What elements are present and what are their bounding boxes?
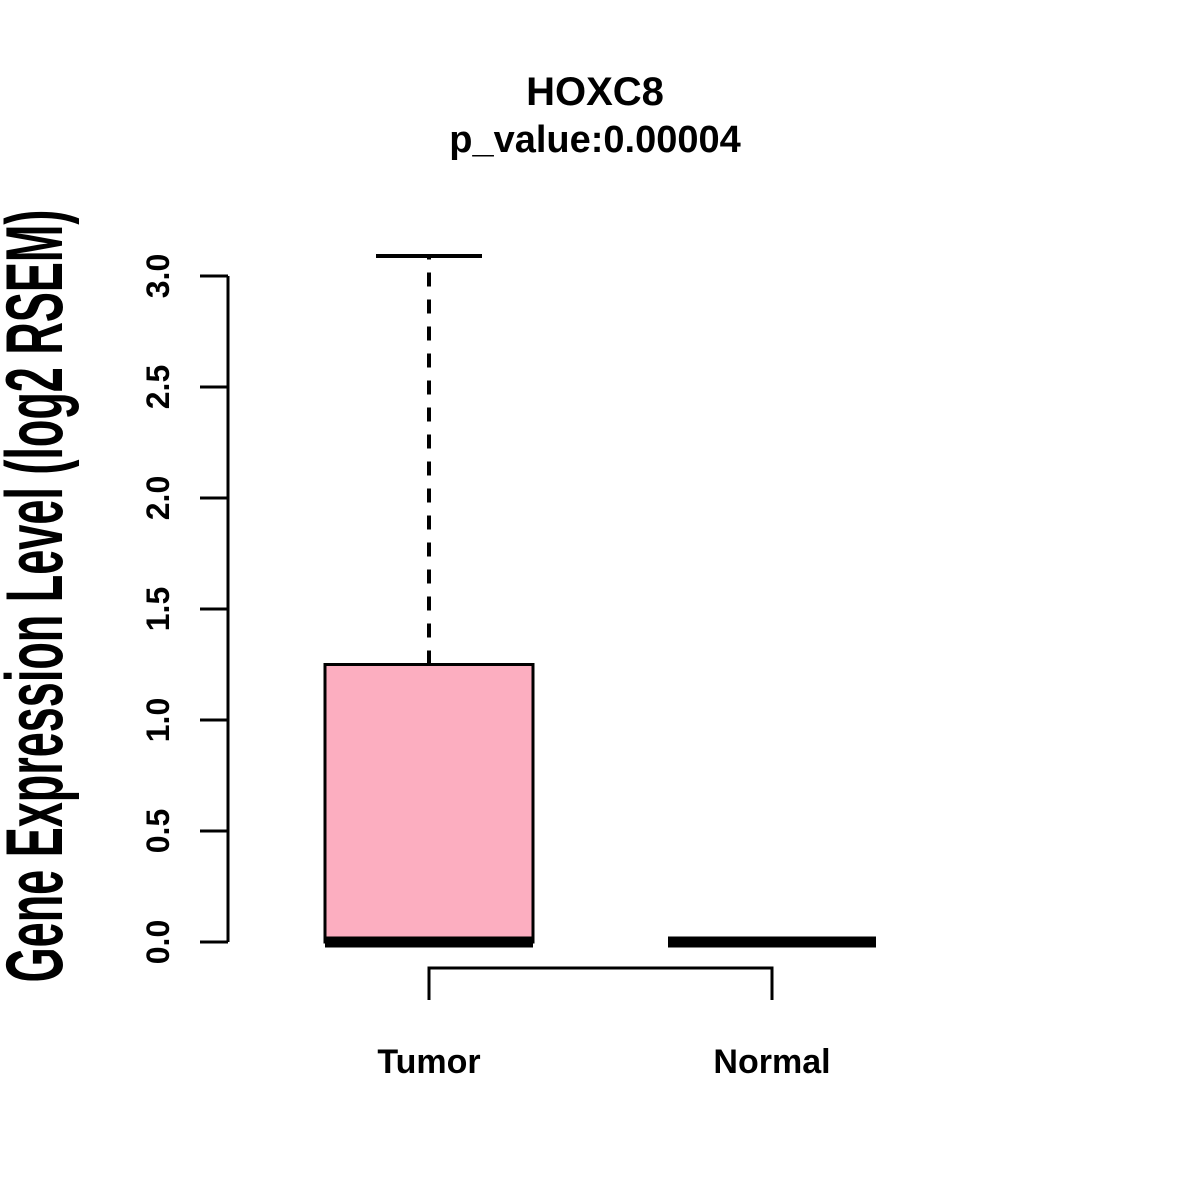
category-label-normal: Normal [713, 1043, 830, 1081]
y-tick-label: 1.0 [140, 698, 176, 742]
y-tick-label: 2.5 [140, 365, 176, 409]
x-category-labels: Tumor Normal [377, 1043, 830, 1081]
y-axis-title: Gene Expression Level (log2 RSEM) [0, 210, 79, 983]
y-tick-label: 0.0 [140, 920, 176, 964]
y-tick-label: 3.0 [140, 254, 176, 298]
category-label-tumor: Tumor [377, 1043, 480, 1081]
chart-title: HOXC8 [526, 70, 664, 114]
comparison-bracket [427, 966, 774, 1000]
bracket-line [427, 966, 774, 1000]
y-tick-label: 1.5 [140, 587, 176, 631]
boxplot-series [323, 254, 876, 948]
y-tick-label: 0.5 [140, 809, 176, 853]
chart-subtitle: p_value:0.00004 [449, 119, 741, 161]
y-tick-label: 2.0 [140, 476, 176, 520]
y-axis: 0.0 0.5 1.0 1.5 2.0 2.5 3.0 [140, 254, 230, 964]
box-tumor [323, 663, 535, 944]
